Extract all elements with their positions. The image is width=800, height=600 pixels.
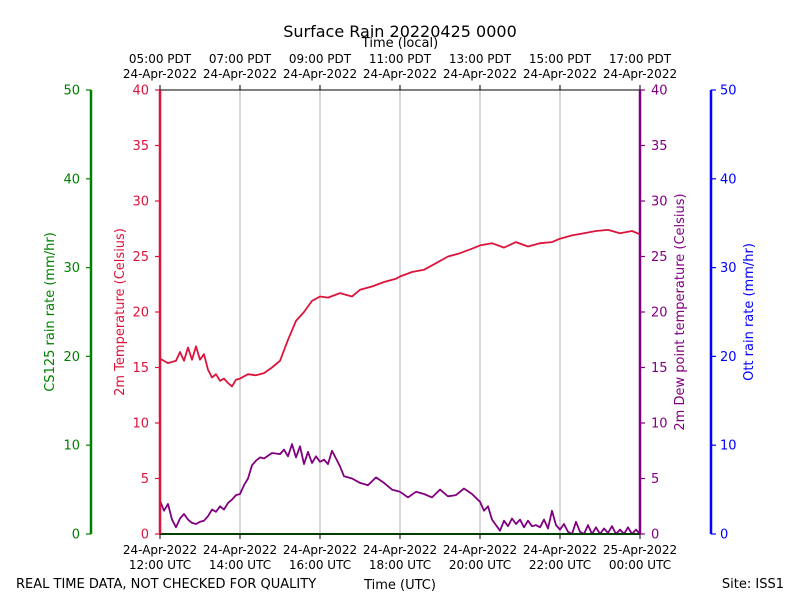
- chart-title: Surface Rain 20220425 0000: [283, 22, 517, 41]
- temperature-tick-label-4: 20: [132, 306, 149, 321]
- top-tick-time-2: 09:00 PDT: [289, 52, 352, 66]
- temperature-tick-label-6: 30: [132, 195, 149, 210]
- ott-tick-label-5: 50: [720, 84, 737, 99]
- cs125-tick-label-0: 0: [72, 528, 80, 543]
- top-tick-date-5: 24-Apr-2022: [523, 67, 597, 81]
- dewpoint-tick-label-2: 10: [651, 417, 668, 432]
- series-line-temperature: [159, 228, 641, 388]
- temperature-tick-label-2: 10: [132, 417, 149, 432]
- cs125-tick-label-4: 40: [63, 172, 80, 187]
- bottom-tick-date-0: 24-Apr-2022: [123, 543, 197, 557]
- cs125-tick-label-5: 50: [63, 84, 80, 99]
- bottom-tick-date-2: 24-Apr-2022: [283, 543, 357, 557]
- footer-site: Site: ISS1: [722, 577, 784, 592]
- footer-disclaimer: REAL TIME DATA, NOT CHECKED FOR QUALITY: [16, 577, 316, 592]
- temperature-axis-label: 2m Temperature (Celsius): [113, 228, 128, 396]
- top-tick-date-6: 24-Apr-2022: [603, 67, 677, 81]
- top-tick-date-2: 24-Apr-2022: [283, 67, 357, 81]
- ott-tick-label-0: 0: [720, 528, 728, 543]
- dewpoint-tick-label-1: 5: [651, 472, 659, 487]
- axes-group: [86, 85, 716, 539]
- dewpoint-axis-label: 2m Dew point temperature (Celsius): [673, 193, 688, 430]
- top-axis-label: Time (local): [361, 36, 438, 51]
- top-tick-date-1: 24-Apr-2022: [203, 67, 277, 81]
- bottom-tick-time-5: 22:00 UTC: [529, 558, 591, 572]
- ott-tick-label-1: 10: [720, 439, 737, 454]
- temperature-tick-label-3: 15: [132, 361, 149, 376]
- tick-labels: 0 10 20 30 40 50 0 5 10 15 20 25 30 35 40 0 5 10 15 20 25 30 3…: [63, 52, 736, 572]
- bottom-tick-time-0: 12:00 UTC: [129, 558, 191, 572]
- gridlines: [239, 90, 561, 534]
- top-tick-date-3: 24-Apr-2022: [363, 67, 437, 81]
- top-tick-time-4: 13:00 PDT: [449, 52, 512, 66]
- cs125-axis-label: CS125 rain rate (mm/hr): [43, 232, 58, 392]
- top-tick-time-1: 07:00 PDT: [209, 52, 272, 66]
- temperature-tick-label-5: 25: [132, 250, 149, 265]
- bottom-tick-time-3: 18:00 UTC: [369, 558, 431, 572]
- dewpoint-tick-label-0: 0: [651, 528, 659, 543]
- bottom-tick-time-1: 14:00 UTC: [209, 558, 271, 572]
- top-tick-date-4: 24-Apr-2022: [443, 67, 517, 81]
- temperature-tick-label-7: 35: [132, 139, 149, 154]
- dewpoint-tick-label-6: 30: [651, 195, 668, 210]
- temperature-tick-label-1: 5: [141, 472, 149, 487]
- bottom-tick-date-6: 25-Apr-2022: [603, 543, 677, 557]
- temperature-tick-label-0: 0: [141, 528, 149, 543]
- bottom-tick-time-4: 20:00 UTC: [449, 558, 511, 572]
- top-tick-date-0: 24-Apr-2022: [123, 67, 197, 81]
- dewpoint-tick-label-4: 20: [651, 306, 668, 321]
- cs125-tick-label-3: 30: [63, 261, 80, 276]
- top-tick-time-5: 15:00 PDT: [529, 52, 592, 66]
- cs125-tick-label-1: 10: [63, 439, 80, 454]
- ott-tick-label-2: 20: [720, 350, 737, 365]
- bottom-tick-time-2: 16:00 UTC: [289, 558, 351, 572]
- top-tick-time-3: 11:00 PDT: [369, 52, 432, 66]
- temperature-tick-label-8: 40: [132, 84, 149, 99]
- top-tick-time-0: 05:00 PDT: [129, 52, 192, 66]
- x-axis-label: Time (UTC): [363, 578, 436, 593]
- dewpoint-tick-label-3: 15: [651, 361, 668, 376]
- bottom-tick-date-4: 24-Apr-2022: [443, 543, 517, 557]
- dewpoint-tick-label-7: 35: [651, 139, 668, 154]
- ott-tick-label-4: 40: [720, 172, 737, 187]
- dewpoint-tick-label-8: 40: [651, 84, 668, 99]
- bottom-tick-time-6: 00:00 UTC: [609, 558, 671, 572]
- dewpoint-tick-label-5: 25: [651, 250, 668, 265]
- bottom-tick-date-5: 24-Apr-2022: [523, 543, 597, 557]
- bottom-tick-date-3: 24-Apr-2022: [363, 543, 437, 557]
- ott-axis-label: Ott rain rate (mm/hr): [742, 243, 757, 381]
- ott-tick-label-3: 30: [720, 261, 737, 276]
- top-tick-time-6: 17:00 PDT: [609, 52, 672, 66]
- cs125-tick-label-2: 20: [63, 350, 80, 365]
- bottom-tick-date-1: 24-Apr-2022: [203, 543, 277, 557]
